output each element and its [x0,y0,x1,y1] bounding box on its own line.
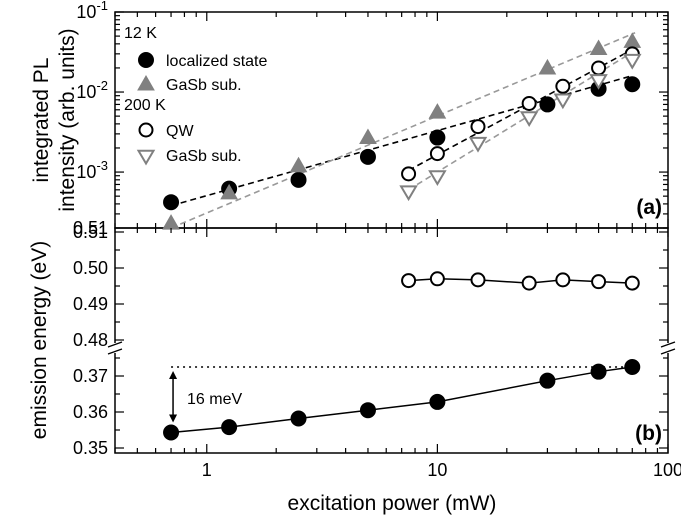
panel-a-point [589,39,608,55]
panel-a-point [428,103,447,119]
panel-a-ytick-label: 10-1 [76,0,108,22]
panel-a-point [519,111,539,128]
panel-a-point [539,96,556,113]
panel-a-point [624,76,641,93]
panel-b-point [290,410,307,427]
axis-break-mark [660,341,676,348]
legend-marker-gasb-200k [136,149,156,166]
panel-b-upper-ytick-label: 0.48 [73,330,108,350]
panel-a-label: (a) [636,196,662,219]
panel-a-point [429,146,445,162]
panel-a-point [359,128,377,145]
energy-shift-annotation: 16 meV [187,391,242,408]
legend-group-12k: 12 K [124,25,157,42]
axis-break-gap [109,343,121,353]
panel-a-fit-line [170,32,636,229]
x-tick-label: 10 [427,460,447,480]
panel-b-point [163,424,180,441]
panel-a-point [401,166,417,182]
panel-a-point [521,95,537,111]
panel-a-point [589,74,608,90]
panel-a-point [623,32,642,48]
panel-b-point [521,275,537,291]
axis-break-mark [660,348,676,355]
panel-a-point [359,148,376,165]
panel-a-point [538,58,557,75]
panel-a: 10-1 10-2 10-3 0.51 [73,0,669,238]
panel-a-point [591,60,607,76]
axis-break-gap [662,343,674,353]
axis-break-mark [107,341,123,348]
panel-b-frame [114,227,669,454]
panel-a-point [163,194,180,211]
energy-shift-arrowhead-down [169,414,178,423]
x-tick-label: 1 [202,460,212,480]
panel-a-point [429,129,446,146]
legend-label-qw: QW [166,123,194,140]
panel-a-point [290,171,307,188]
panel-a-ytick-label: 10-3 [76,158,108,182]
panel-b-point [624,359,641,375]
panel-a-frame [114,11,669,229]
panel-a-point [470,119,486,135]
legend-label-gasb-12k: GaSb sub. [166,77,242,94]
panel-a-point [289,156,308,173]
panel-b-point [591,274,607,290]
panel-b-point [429,393,446,410]
panel-a-ytick-label: 10-2 [76,78,108,102]
legend-label-localized-state: localized state [166,53,267,70]
panel-a-point [553,93,573,110]
panel-a-point [623,53,642,70]
panel-a-ylabel-line2: intensity (arb. units) [56,28,79,211]
panel-b-point [555,272,571,288]
legend-group-200k: 200 K [124,97,166,114]
panel-b: 1 10 100 0.48 0.49 0.50 0.51 0.35 0.36 0.37 [73,222,681,480]
panel-b-upper-ytick-label: 0.51 [73,222,108,242]
panel-b-point [401,273,417,289]
panel-b-point [539,372,556,389]
panel-b-lower-ytick-label: 0.36 [73,402,108,422]
axis-break-mark [107,348,123,355]
legend-marker-qw [138,122,154,138]
panel-a-point [468,136,488,153]
panel-b-label: (b) [635,422,662,445]
panel-a-point [399,185,418,202]
panel-b-lower-ytick-label: 0.35 [73,438,108,458]
panel-b-point [221,419,238,436]
panel-b-lower-ytick-label: 0.37 [73,366,108,386]
energy-shift-arrowhead-up [169,371,178,379]
panel-b-upper-ytick-label: 0.49 [73,294,108,314]
panel-b-upper-ytick-label: 0.50 [73,258,108,278]
panel-b-point [429,271,445,287]
panel-b-point [590,363,607,380]
x-tick-label: 100 [653,460,681,480]
x-axis-label: excitation power (mW) [288,492,497,515]
panel-b-ylabel: emission energy (eV) [28,241,51,439]
panel-a-ylabel-line1: integrated PL [30,58,53,183]
panel-a-ytick-label: 0.51 [73,218,108,238]
legend-label-gasb-200k: GaSb sub. [166,148,242,165]
panel-a-point [220,183,238,200]
legend-marker-gasb-12k [137,74,155,91]
panel-b-point [470,272,486,288]
panel-a-point [162,214,180,230]
legend-marker-localized-state [138,52,154,68]
panel-a-point [555,78,571,94]
panel-b-point [359,402,376,419]
panel-b-point [624,275,640,291]
panel-a-point [428,170,447,186]
panel-b-series-line [170,366,633,434]
